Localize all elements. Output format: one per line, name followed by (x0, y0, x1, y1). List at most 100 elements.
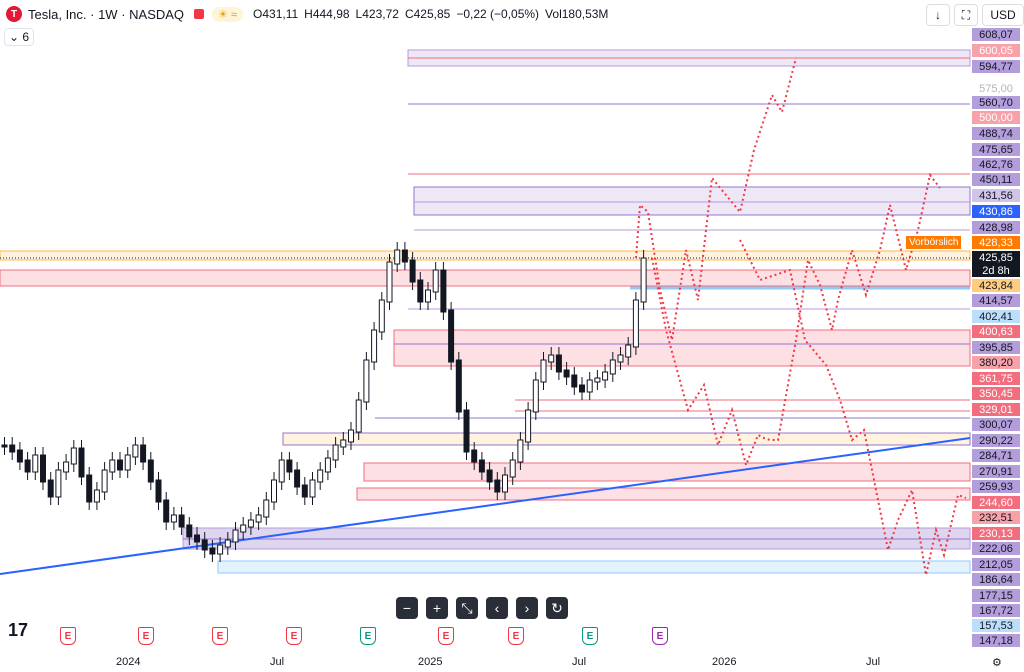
time-axis[interactable]: 2024 Jul 2025 Jul 2026 Jul ⚙ (0, 650, 1002, 672)
settings-gear-icon[interactable]: ⚙ (992, 657, 1002, 669)
price-label: 450,11 (972, 173, 1020, 186)
volume-value: Vol180,53M (545, 7, 609, 21)
candle-body (247, 519, 254, 528)
price-label: 270,91 (972, 465, 1020, 478)
price-label: 462,76 (972, 158, 1020, 171)
candle-body (217, 544, 224, 555)
price-label: 430,86 (972, 205, 1020, 218)
candle-body (186, 524, 193, 538)
zone-270 (363, 462, 971, 482)
price-label: 284,71 (972, 449, 1020, 462)
zoom-out-button[interactable]: − (396, 597, 418, 619)
candle-body (178, 514, 185, 528)
scroll-right-button[interactable]: › (516, 597, 538, 619)
candle-body (632, 299, 639, 348)
candle-body (555, 354, 562, 373)
premarket-badge: Vorbörslich (906, 236, 962, 249)
earnings-icon[interactable]: E (652, 627, 668, 645)
candle-body (409, 259, 416, 283)
earnings-icon[interactable]: E (60, 627, 76, 645)
candle-body (332, 444, 339, 461)
earnings-icon[interactable]: E (438, 627, 454, 645)
tradingview-logo-icon[interactable]: 17 (8, 620, 29, 640)
trend-line[interactable] (0, 437, 971, 575)
open-value: O431,11 (253, 7, 299, 21)
candle-body (278, 459, 285, 483)
indicator-collapse-toggle[interactable]: ⌄ 6 (4, 28, 34, 46)
price-label: 475,65 (972, 143, 1020, 156)
zone-244 (356, 487, 971, 501)
price-label: 177,15 (972, 589, 1020, 602)
candle-body (255, 514, 262, 523)
candle-body (209, 547, 216, 555)
candle-body (609, 359, 616, 375)
candle-body (478, 459, 485, 473)
time-label: Jul (572, 656, 587, 668)
price-label: 431,56 (972, 189, 1020, 202)
download-arrow-icon[interactable]: ↓ (926, 4, 950, 26)
alert-dot-icon (194, 9, 205, 19)
candle-body (640, 257, 647, 303)
reset-chart-button[interactable]: ↻ (546, 597, 568, 619)
price-label: 600,05 (972, 44, 1020, 57)
candle-body (163, 499, 170, 523)
earnings-icon[interactable]: E (212, 627, 228, 645)
time-label: 2025 (418, 656, 443, 668)
earnings-icon[interactable]: E (286, 627, 302, 645)
candle-body (394, 249, 401, 265)
close-value: C425,85 (404, 7, 451, 21)
earnings-icon[interactable]: E (582, 627, 598, 645)
forecast-path-bull (635, 57, 797, 341)
candle-body (471, 449, 478, 463)
price-label: 232,51 (972, 511, 1020, 524)
time-label: Jul (866, 656, 881, 668)
fullscreen-icon[interactable]: ⛶ (954, 4, 978, 26)
candle-body (63, 461, 70, 473)
candle-body (240, 524, 247, 533)
sun-wave-icon[interactable]: ☀ ≈ (212, 6, 244, 22)
candle-body (271, 479, 277, 503)
candle-body (401, 249, 408, 263)
price-label: 380,20 (972, 356, 1020, 369)
time-axis-bg[interactable] (0, 650, 972, 672)
scroll-left-button[interactable]: ‹ (486, 597, 508, 619)
zoom-in-button[interactable]: + (426, 597, 448, 619)
price-label: 395,85 (972, 341, 1020, 354)
candle-body (563, 369, 570, 378)
symbol-header: T Tesla, Inc. · 1W · NASDAQ ☀ ≈ O431,11 … (0, 0, 1024, 28)
tesla-logo-icon: T (6, 6, 22, 22)
reset-scale-button[interactable]: ⤡ (456, 597, 478, 619)
price-label: 290,22 (972, 434, 1020, 447)
candle-body (101, 469, 108, 493)
price-label: 186,64 (972, 573, 1020, 586)
price-label: 259,93 (972, 480, 1020, 493)
candle-body (109, 459, 116, 473)
candle-body (32, 454, 39, 473)
candle-body (301, 484, 308, 498)
high-value: H444,98 (304, 7, 350, 21)
candle-body (16, 449, 23, 463)
candle-body (440, 269, 447, 313)
price-label: 402,41 (972, 310, 1020, 323)
price-label: 2d 8h (972, 264, 1020, 277)
price-label: 361,75 (972, 372, 1020, 385)
candle-body (201, 539, 208, 551)
symbol-title[interactable]: Tesla, Inc. · 1W · NASDAQ (28, 6, 185, 22)
price-label: 167,72 (972, 604, 1020, 617)
price-label: 400,63 (972, 325, 1020, 338)
forecast-path-mid (651, 172, 941, 469)
candle-body (155, 479, 162, 503)
candle-body (494, 479, 501, 493)
price-label: 244,60 (972, 496, 1020, 509)
candle-body (548, 354, 555, 363)
zone-290 (282, 432, 971, 446)
candle-body (432, 269, 439, 293)
earnings-icon[interactable]: E (508, 627, 524, 645)
candle-body (86, 474, 93, 503)
earnings-icon[interactable]: E (138, 627, 154, 645)
candle-body (93, 489, 100, 503)
candle-body (502, 474, 508, 493)
earnings-icon[interactable]: E (360, 627, 376, 645)
price-label: 500,00 (972, 111, 1020, 124)
